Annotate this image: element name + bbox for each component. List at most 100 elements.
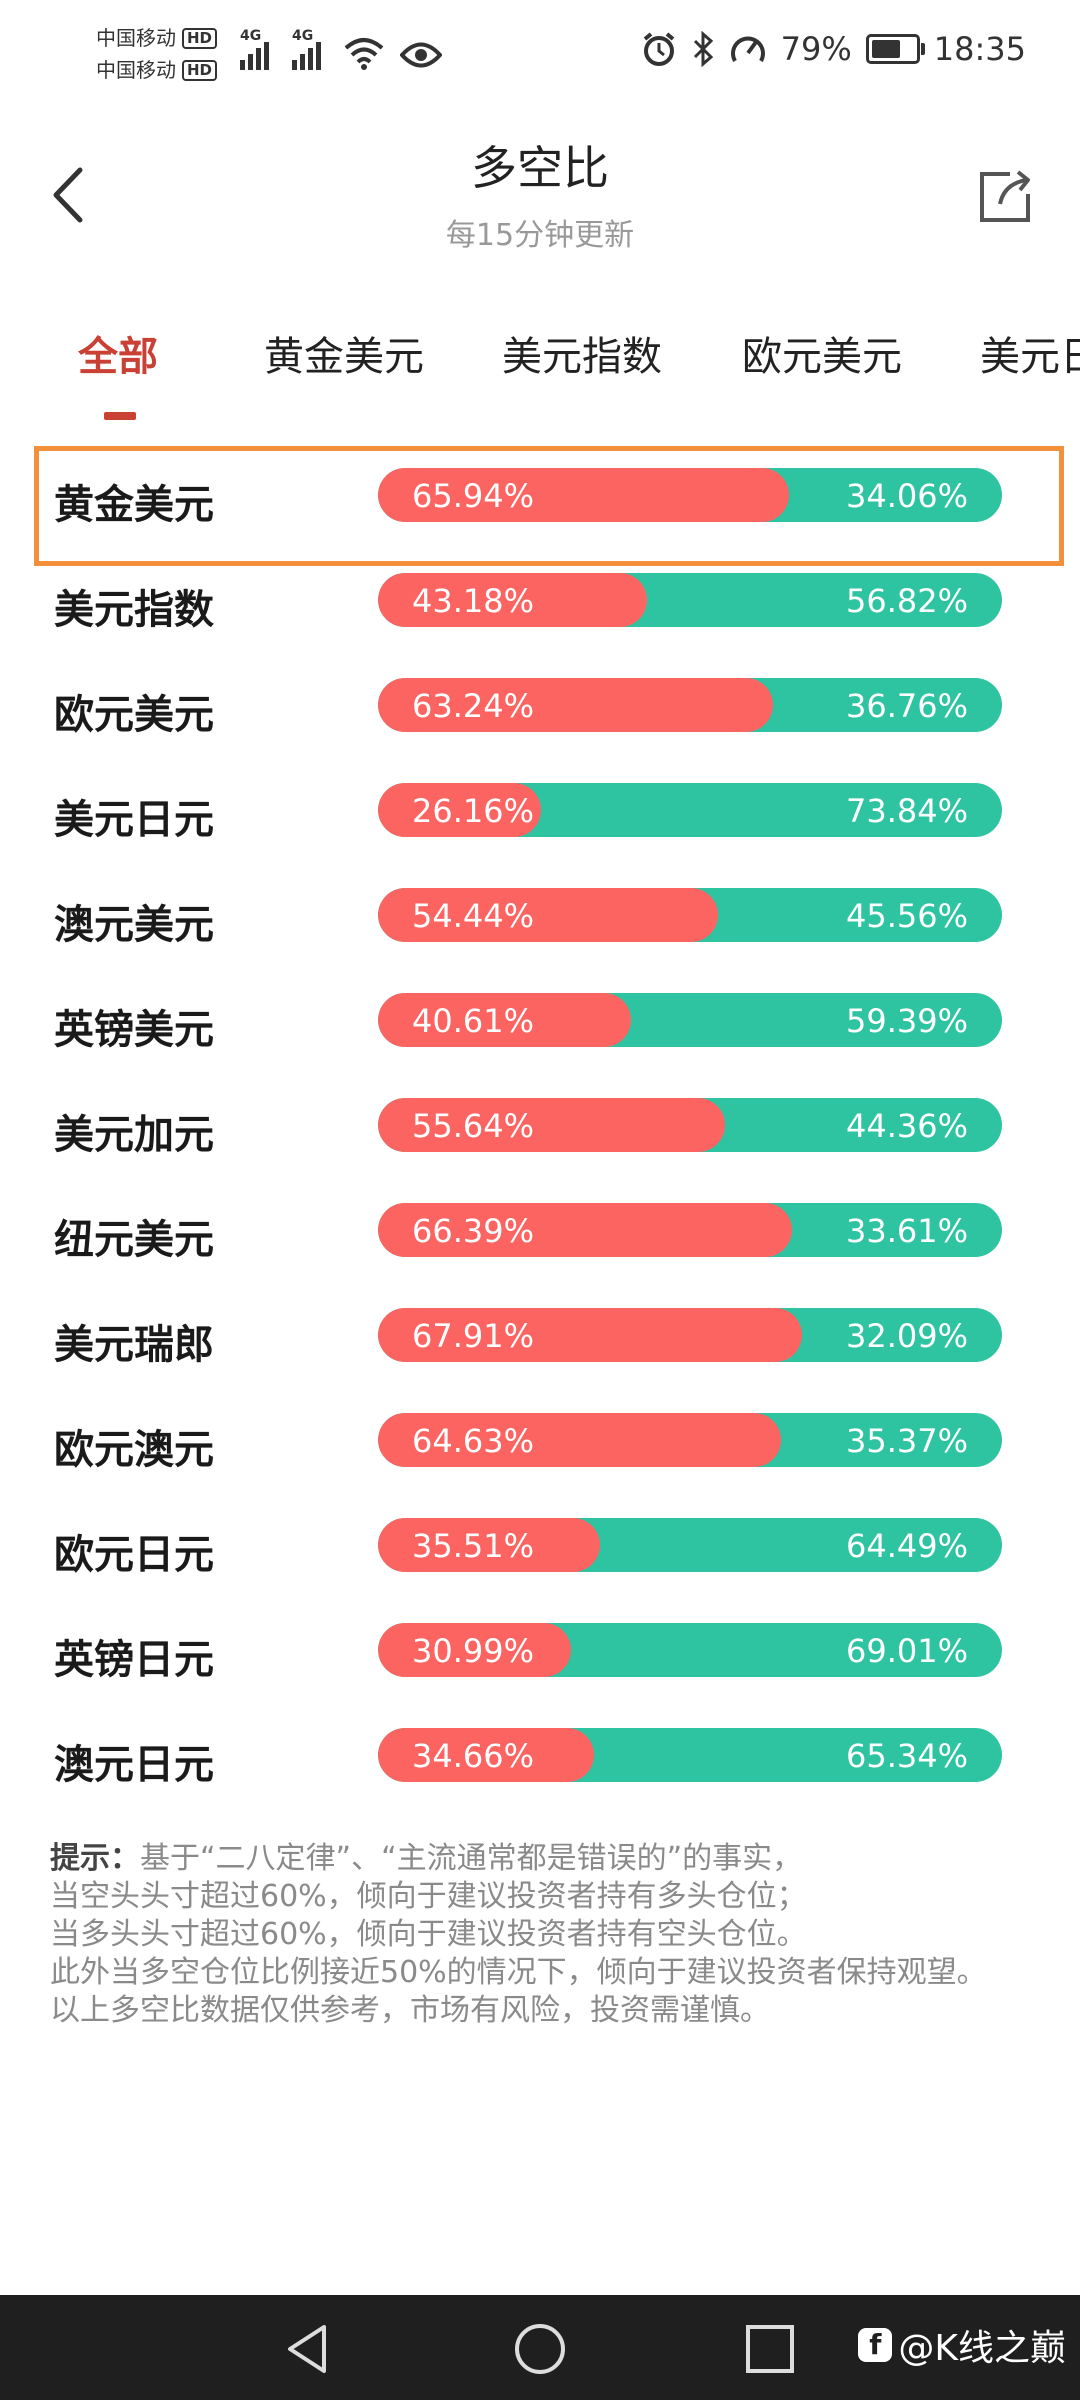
- short-percent: 35.37%: [845, 1422, 968, 1460]
- pair-name: 英镑日元: [54, 1637, 214, 1683]
- long-short-bar: 67.91% 32.09%: [378, 1308, 1002, 1362]
- pair-name: 澳元日元: [54, 1742, 214, 1788]
- ratio-row[interactable]: 纽元美元 66.39% 33.61%: [0, 1181, 1080, 1281]
- long-portion: [378, 783, 542, 837]
- long-portion: [378, 1413, 782, 1467]
- signal-icons: 4G 4G: [240, 28, 442, 70]
- long-short-bar: 43.18% 56.82%: [378, 573, 1002, 627]
- short-percent: 32.09%: [845, 1317, 968, 1355]
- pair-name: 英镑美元: [54, 1007, 214, 1053]
- ratio-row[interactable]: 美元日元 26.16% 73.84%: [0, 761, 1080, 861]
- ratio-row[interactable]: 黄金美元 65.94% 34.06%: [0, 446, 1080, 546]
- notes-line: 基于“二八定律”、“主流通常都是错误的”的事实，: [140, 1841, 803, 1876]
- pair-name: 美元加元: [54, 1112, 214, 1158]
- long-percent: 40.61%: [412, 1002, 535, 1040]
- eye-icon: [400, 42, 442, 68]
- long-short-bar: 30.99% 69.01%: [378, 1623, 1002, 1677]
- network-type: 4G: [240, 28, 262, 44]
- weibo-logo-icon: f: [858, 2328, 893, 2362]
- highlight-box: [34, 446, 1064, 566]
- back-arrow-icon[interactable]: [40, 160, 100, 230]
- watermark-text: @K线之巅: [898, 2328, 1066, 2369]
- ratio-row[interactable]: 美元加元 55.64% 44.36%: [0, 1076, 1080, 1176]
- pair-name: 黄金美元: [54, 482, 214, 528]
- battery-icon: [865, 34, 925, 64]
- long-portion: [378, 993, 632, 1047]
- short-percent: 36.76%: [845, 687, 968, 725]
- hd-badge: HD: [182, 59, 218, 81]
- ratio-row[interactable]: 欧元澳元 64.63% 35.37%: [0, 1391, 1080, 1491]
- long-percent: 65.94%: [412, 477, 535, 515]
- battery-percent: 79%: [780, 30, 852, 68]
- long-percent: 54.44%: [412, 897, 535, 935]
- page-title: 多空比: [471, 141, 609, 195]
- long-portion: [378, 1728, 595, 1782]
- ratio-row[interactable]: 澳元日元 34.66% 65.34%: [0, 1706, 1080, 1806]
- bluetooth-icon: [693, 31, 713, 67]
- short-percent: 69.01%: [845, 1632, 968, 1670]
- ratio-row[interactable]: 英镑日元 30.99% 69.01%: [0, 1601, 1080, 1701]
- pair-name: 澳元美元: [54, 902, 214, 948]
- ratio-row[interactable]: 美元瑞郎 67.91% 32.09%: [0, 1286, 1080, 1386]
- long-percent: 66.39%: [412, 1212, 535, 1250]
- tab-all[interactable]: 全部: [78, 334, 158, 380]
- long-short-bar: 34.66% 65.34%: [378, 1728, 1002, 1782]
- active-tab-indicator: [104, 412, 136, 420]
- ratio-row[interactable]: 美元指数 43.18% 56.82%: [0, 551, 1080, 651]
- notes: 提示：基于“二八定律”、“主流通常都是错误的”的事实， 当空头头寸超过60%，倾…: [50, 1840, 1040, 2030]
- ratio-row[interactable]: 澳元美元 54.44% 45.56%: [0, 866, 1080, 966]
- long-percent: 43.18%: [412, 582, 535, 620]
- pair-name: 美元指数: [54, 587, 214, 633]
- tab-usd-jpy[interactable]: 美元日元: [980, 334, 1080, 380]
- nav-recents-icon[interactable]: [744, 2323, 796, 2375]
- clock: 18:35: [933, 30, 1026, 68]
- long-portion: [378, 1203, 793, 1257]
- pair-name: 欧元澳元: [54, 1427, 214, 1473]
- notes-line: 当空头头寸超过60%，倾向于建议投资者持有多头仓位；: [50, 1879, 807, 1914]
- carrier-name-1: 中国移动: [96, 26, 176, 50]
- short-percent: 45.56%: [845, 897, 968, 935]
- pair-name: 纽元美元: [54, 1217, 214, 1263]
- long-percent: 35.51%: [412, 1527, 535, 1565]
- pair-name: 欧元日元: [54, 1532, 214, 1578]
- short-percent: 34.06%: [845, 477, 968, 515]
- long-short-bar: 63.24% 36.76%: [378, 678, 1002, 732]
- status-right: 79% 18:35: [641, 30, 1026, 68]
- status-bar: 中国移动 HD 中国移动 HD 4G 4G: [0, 0, 1080, 110]
- pair-name: 美元瑞郎: [54, 1322, 214, 1368]
- long-portion: [378, 1518, 600, 1572]
- short-percent: 33.61%: [845, 1212, 968, 1250]
- long-portion: [378, 1098, 726, 1152]
- long-percent: 64.63%: [412, 1422, 535, 1460]
- category-tabs: 全部 黄金美元 美元指数 欧元美元 美元日元: [0, 300, 1080, 430]
- page-subtitle: 每15分钟更新: [445, 218, 635, 253]
- nav-home-icon[interactable]: [512, 2321, 568, 2377]
- system-nav-bar: f @K线之巅: [0, 2295, 1080, 2400]
- long-short-bar: 35.51% 64.49%: [378, 1518, 1002, 1572]
- nav-back-icon[interactable]: [280, 2321, 336, 2377]
- ratio-row[interactable]: 欧元日元 35.51% 64.49%: [0, 1496, 1080, 1596]
- long-portion: [378, 1308, 802, 1362]
- long-short-bar: 40.61% 59.39%: [378, 993, 1002, 1047]
- ratio-row[interactable]: 欧元美元 63.24% 36.76%: [0, 656, 1080, 756]
- speed-gauge-icon: [730, 36, 765, 62]
- wifi-icon: [344, 38, 384, 70]
- tab-eur-usd[interactable]: 欧元美元: [742, 334, 902, 380]
- long-percent: 63.24%: [412, 687, 535, 725]
- notes-line: 以上多空比数据仅供参考，市场有风险，投资需谨慎。: [50, 1993, 770, 2028]
- tab-usd-index[interactable]: 美元指数: [502, 334, 662, 380]
- long-short-bar: 64.63% 35.37%: [378, 1413, 1002, 1467]
- hd-badge: HD: [182, 27, 218, 49]
- short-percent: 65.34%: [845, 1737, 968, 1775]
- share-icon[interactable]: [970, 160, 1040, 230]
- ratio-row[interactable]: 英镑美元 40.61% 59.39%: [0, 971, 1080, 1071]
- long-short-bar: 55.64% 44.36%: [378, 1098, 1002, 1152]
- alarm-icon: [643, 32, 674, 66]
- long-portion: [378, 888, 718, 942]
- cell-signal-icon: 4G: [292, 28, 328, 70]
- long-percent: 30.99%: [412, 1632, 535, 1670]
- short-percent: 56.82%: [845, 582, 968, 620]
- tab-gold-usd[interactable]: 黄金美元: [264, 334, 424, 380]
- notes-line: 当多头头寸超过60%，倾向于建议投资者持有空头仓位。: [50, 1917, 807, 1952]
- carrier-info: 中国移动 HD 中国移动 HD: [96, 22, 218, 86]
